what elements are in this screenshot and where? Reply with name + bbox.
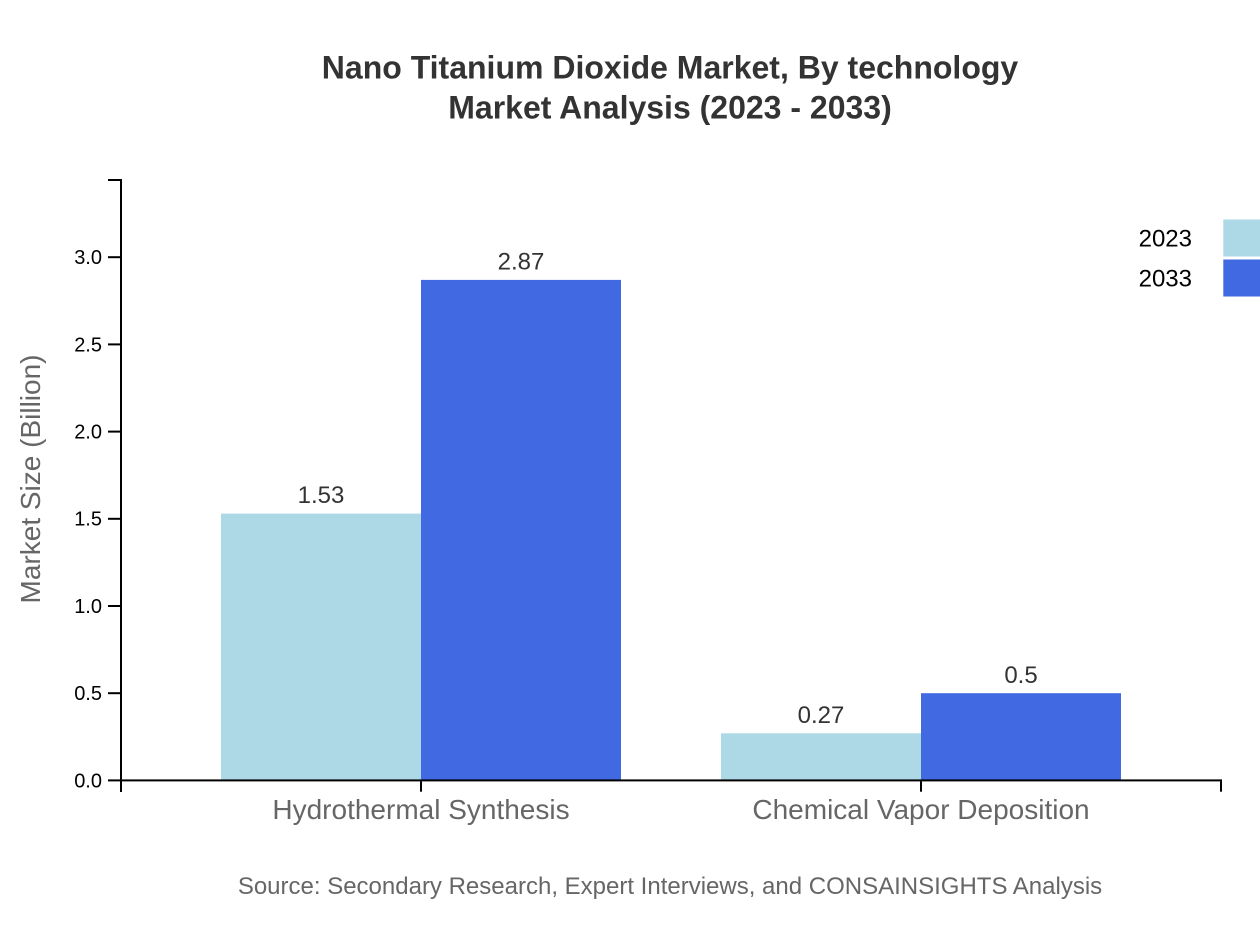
svg-text:0.5: 0.5 xyxy=(74,683,102,705)
svg-text:Market Analysis (2023 - 2033): Market Analysis (2023 - 2033) xyxy=(448,90,892,126)
svg-text:1.0: 1.0 xyxy=(74,596,102,618)
svg-text:0.0: 0.0 xyxy=(74,770,102,792)
svg-text:Market Size (Billion): Market Size (Billion) xyxy=(15,355,46,604)
svg-text:Nano Titanium Dioxide Market,: Nano Titanium Dioxide Market, By technol… xyxy=(322,50,1019,86)
svg-text:0.27: 0.27 xyxy=(798,702,845,729)
svg-text:Chemical Vapor Deposition: Chemical Vapor Deposition xyxy=(752,794,1089,825)
svg-text:2.5: 2.5 xyxy=(74,334,102,356)
svg-text:2.0: 2.0 xyxy=(74,422,102,444)
svg-text:1.5: 1.5 xyxy=(74,509,102,531)
svg-text:2023: 2023 xyxy=(1139,225,1192,252)
svg-text:2.87: 2.87 xyxy=(498,249,545,276)
svg-text:0.5: 0.5 xyxy=(1004,662,1037,689)
svg-text:Source: Secondary Research, Ex: Source: Secondary Research, Expert Inter… xyxy=(238,873,1102,900)
svg-text:1.53: 1.53 xyxy=(298,482,345,509)
svg-text:Hydrothermal Synthesis: Hydrothermal Synthesis xyxy=(272,794,569,825)
svg-text:3.0: 3.0 xyxy=(74,247,102,269)
svg-text:2033: 2033 xyxy=(1139,265,1192,292)
